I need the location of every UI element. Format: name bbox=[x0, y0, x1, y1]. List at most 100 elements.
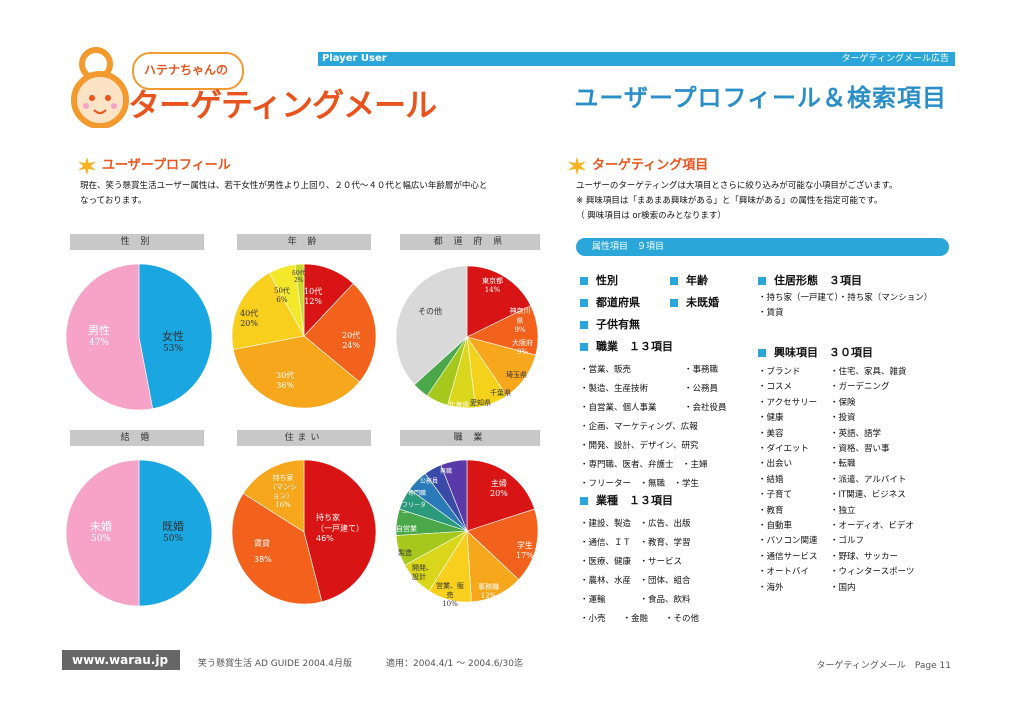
pie-slice-7 bbox=[395, 265, 468, 386]
label-dev: 開発、設計 bbox=[412, 564, 433, 581]
list-item: ・独立 bbox=[830, 505, 856, 516]
list-item: ・通信、ＩＴ ・教育、学習 bbox=[580, 538, 691, 548]
pie-slice-0 bbox=[466, 459, 535, 532]
chart-label-pref: 都 道 府 県 bbox=[400, 234, 540, 250]
label-freeter: フリーター bbox=[402, 502, 427, 517]
label-sales-pct: 10% bbox=[442, 600, 458, 608]
list-item: ・住宅、家具、雑貨 bbox=[830, 367, 907, 377]
label-age40-pct: 20% bbox=[240, 319, 258, 328]
item-housing: 住居形態 ３項目 bbox=[758, 272, 862, 288]
label-self: 自営業 bbox=[396, 525, 417, 533]
targeting-desc-line1: ユーザーのターゲティングは大項目とさらに絞り込みが可能な小項目がございます。 bbox=[576, 181, 898, 191]
list-item: ・健康 bbox=[758, 413, 784, 424]
label-housewife-pct: 20% bbox=[490, 489, 508, 498]
label-age10-pct: 12% bbox=[304, 297, 322, 306]
chart-label-gender: 性 別 bbox=[70, 234, 204, 250]
list-item: ・医療、健康 ・サービス bbox=[580, 557, 683, 567]
logo-small-text: ハテナちゃんの bbox=[144, 63, 229, 77]
label-sales: 営業、販売 bbox=[436, 582, 464, 599]
pie-slice-10 bbox=[440, 459, 468, 532]
list-item: ・通信サービス bbox=[758, 551, 818, 562]
item-interest: 興味項目 ３０項目 bbox=[758, 344, 873, 360]
label-manu: 製造 bbox=[398, 549, 412, 557]
label-age50-pct: 6% bbox=[276, 296, 288, 304]
chart-label-housing: 住まい bbox=[237, 430, 371, 446]
list-item: ・企画、マーケティング、広報 bbox=[580, 422, 698, 432]
label-own-mansion: 持ち家（マンション） bbox=[269, 474, 297, 500]
label-age60-pct: 2% bbox=[294, 277, 304, 284]
list-item: ・保険 bbox=[830, 397, 856, 408]
label-age60: 60代 bbox=[292, 270, 306, 277]
item-age: 年齢 bbox=[670, 272, 708, 288]
footer-page: ターゲティングメール Page 11 bbox=[816, 661, 951, 671]
list-item: ・自動車 bbox=[758, 521, 793, 531]
label-kanagawa: 神奈川県 bbox=[509, 307, 531, 325]
chart-label-age: 年 齢 bbox=[237, 234, 371, 250]
profile-desc-line2: なっております。 bbox=[80, 196, 147, 206]
list-item: ・オートバイ bbox=[758, 567, 810, 578]
list-item: ・ブランド bbox=[758, 367, 801, 377]
label-own-house: 持ち家 bbox=[316, 513, 340, 522]
pie-slice-0 bbox=[303, 459, 377, 603]
square-bullet-icon bbox=[580, 299, 588, 307]
list-item: ・自営業、個人事業 bbox=[580, 403, 657, 413]
list-item: ・ガーデニング bbox=[830, 382, 890, 393]
top-bar-left: Player User bbox=[322, 53, 387, 64]
list-item: ・IT関連、ビジネス bbox=[830, 490, 906, 501]
label-own-mansion-pct: 16% bbox=[275, 501, 291, 509]
label-own-house-2: （一戸建て） bbox=[316, 524, 364, 533]
list-item: ・専門職、医者、弁護士 ・主婦 bbox=[580, 460, 708, 470]
label-female-pct: 53% bbox=[162, 344, 183, 354]
list-item: ・小売 ・金融 ・その他 bbox=[580, 614, 700, 624]
label-male-pct: 47% bbox=[88, 338, 109, 348]
pie-slice-0 bbox=[138, 459, 213, 607]
label-none: 無職 bbox=[440, 468, 453, 475]
label-age40: 40代 bbox=[240, 309, 259, 318]
list-item: ・製造、生産技術 bbox=[580, 384, 649, 394]
item-marital: 未既婚 bbox=[670, 294, 719, 310]
housing-line2: ・賃貸 bbox=[758, 308, 784, 318]
label-saitama: 埼玉県 bbox=[506, 371, 527, 379]
list-item: ・海外 bbox=[758, 582, 784, 593]
label-age10: 10代 bbox=[304, 287, 323, 296]
label-female: 女性 bbox=[162, 330, 184, 343]
pie-marriage bbox=[65, 459, 213, 607]
label-hokkaido: 北海道 bbox=[448, 401, 469, 409]
label-age30: 30代 bbox=[276, 371, 295, 380]
label-office: 事務職 bbox=[478, 583, 499, 591]
pie-slice-1 bbox=[466, 508, 539, 581]
square-bullet-icon bbox=[580, 343, 588, 351]
footer-guide: 笑う懸賞生活 AD GUIDE 2004.4月版 bbox=[198, 659, 352, 669]
attribute-bar-text: 属性項目 ９項目 bbox=[592, 242, 665, 252]
label-civil: 公務員 bbox=[420, 478, 439, 485]
list-item: ・投資 bbox=[830, 413, 856, 424]
list-item: ・結婚 bbox=[758, 474, 784, 485]
label-age50: 50代 bbox=[274, 287, 290, 295]
list-item: ・出会い bbox=[758, 459, 793, 470]
list-item: ・パソコン関連 bbox=[758, 536, 818, 547]
targeting-heading: ターゲティング項目 bbox=[568, 154, 708, 175]
square-bullet-icon bbox=[580, 321, 588, 329]
top-bar-right: ターゲティングメール広告 bbox=[841, 54, 949, 64]
list-item: ・アクセサリー bbox=[758, 397, 818, 408]
list-item: ・ダイエット bbox=[758, 444, 809, 454]
interest-list: ・ブランド ・住宅、家具、雑貨 ・コスメ ・ガーデニング ・アクセサリー ・保険 ・健康 ・投… bbox=[758, 366, 958, 606]
list-item: ・会社役員 bbox=[684, 403, 727, 413]
logo-main-text: ターゲティングメール bbox=[128, 86, 437, 124]
label-pro: 専門職 bbox=[408, 490, 427, 497]
list-item: ・建設、製造 ・広告、出版 bbox=[580, 519, 691, 529]
pie-pref bbox=[395, 265, 539, 409]
square-bullet-icon bbox=[670, 277, 678, 285]
square-bullet-icon bbox=[580, 277, 588, 285]
list-item: ・国内 bbox=[830, 582, 856, 593]
label-age30-pct: 36% bbox=[276, 381, 294, 390]
label-single-pct: 50% bbox=[90, 534, 111, 544]
square-bullet-icon bbox=[670, 299, 678, 307]
label-married-pct: 50% bbox=[162, 534, 183, 544]
chart-label-job: 職 業 bbox=[400, 430, 540, 446]
item-industry: 業種 １３項目 bbox=[580, 492, 673, 508]
pie-slice-1 bbox=[65, 263, 154, 411]
pie-housing bbox=[231, 459, 377, 605]
list-item: ・公務員 bbox=[684, 384, 719, 394]
list-item: ・ウィンタースポーツ bbox=[830, 567, 915, 578]
